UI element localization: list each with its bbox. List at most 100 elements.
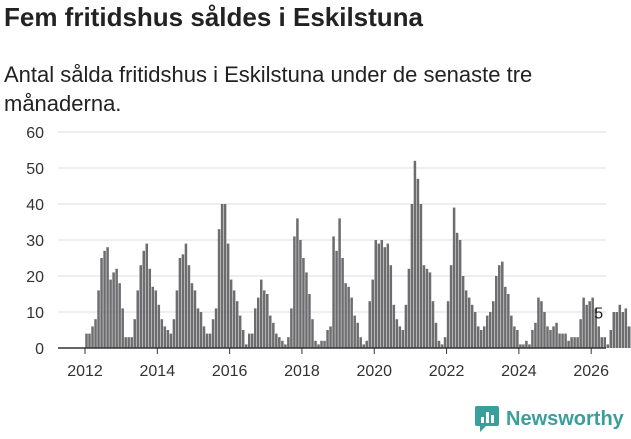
bar [133, 319, 136, 348]
bar [552, 326, 555, 348]
bar [329, 326, 332, 348]
bar [293, 236, 296, 348]
bar [118, 283, 121, 348]
bar [326, 330, 329, 348]
bar [148, 268, 152, 348]
bar [588, 301, 591, 348]
bar [386, 243, 390, 348]
bar [603, 337, 606, 348]
bar [510, 315, 513, 348]
bar [540, 301, 543, 348]
bar [513, 326, 516, 348]
bar [618, 304, 622, 348]
bar [323, 340, 326, 348]
bar [507, 294, 510, 348]
bar [124, 337, 127, 348]
bar [501, 261, 504, 348]
bar [260, 279, 263, 348]
bar [278, 337, 281, 348]
bar [425, 268, 429, 348]
chart-subtitle: Antal sålda fritidshus i Eskilstuna unde… [4, 62, 533, 116]
bar [163, 326, 167, 348]
bar [88, 333, 91, 348]
chart-title: Fem fritidshus såldes i Eskilstuna [4, 2, 424, 32]
bar [130, 337, 133, 348]
bar [392, 304, 396, 348]
bar [621, 312, 625, 348]
bar [413, 160, 417, 348]
bar [576, 337, 579, 348]
bar [410, 204, 414, 348]
x-tick-label: 2024 [501, 363, 537, 380]
bar [250, 333, 254, 348]
bar [263, 290, 266, 348]
bar [217, 229, 221, 348]
bar [308, 294, 311, 348]
bar [302, 258, 305, 348]
bar [482, 326, 486, 348]
bar [91, 326, 94, 348]
x-tick-label: 2018 [284, 363, 320, 380]
bar [145, 243, 149, 348]
bar [94, 319, 97, 348]
bar [434, 322, 438, 348]
bar [121, 308, 124, 348]
bar [181, 254, 185, 348]
bar [338, 218, 341, 348]
bar [290, 308, 293, 348]
bar [305, 272, 308, 348]
bar [311, 319, 314, 348]
bar [112, 272, 115, 348]
y-tick-label: 60 [26, 125, 44, 142]
bar [416, 178, 420, 348]
bar [196, 308, 200, 348]
bar [473, 312, 477, 348]
bar [479, 330, 483, 348]
bar [522, 344, 525, 348]
newsworthy-logo: Newsworthy [474, 405, 624, 433]
bar [211, 319, 215, 348]
y-tick-label: 10 [26, 305, 44, 322]
bar [371, 279, 374, 348]
bar [178, 258, 182, 348]
x-tick-label: 2014 [140, 363, 176, 380]
bar [368, 301, 371, 348]
bar [582, 297, 585, 348]
bar [187, 265, 191, 348]
bar [458, 240, 462, 348]
bar [193, 290, 197, 348]
bar [220, 204, 224, 348]
bar [172, 319, 176, 348]
bar [232, 290, 236, 348]
bar [362, 344, 365, 348]
bar [516, 330, 519, 348]
bar [109, 279, 112, 348]
bar [269, 315, 272, 348]
bar [431, 301, 435, 348]
bar [395, 319, 399, 348]
bar [600, 337, 603, 348]
bar [419, 204, 423, 348]
bar [495, 276, 498, 348]
bar [470, 304, 474, 348]
bar [422, 265, 426, 348]
bar [202, 326, 206, 348]
bar [461, 276, 465, 348]
bar [226, 243, 230, 348]
bar [190, 283, 194, 348]
bar [296, 218, 299, 348]
bar [244, 344, 248, 348]
bar [546, 326, 549, 348]
y-tick-label: 40 [26, 197, 44, 214]
y-tick-label: 0 [35, 341, 44, 358]
bar [492, 301, 495, 348]
y-tick-label: 20 [26, 269, 44, 286]
bar [437, 340, 441, 348]
bar [449, 265, 453, 348]
bar [476, 326, 480, 348]
bar [136, 290, 139, 348]
bar [537, 297, 540, 348]
bar [609, 330, 613, 348]
bar [455, 232, 459, 348]
